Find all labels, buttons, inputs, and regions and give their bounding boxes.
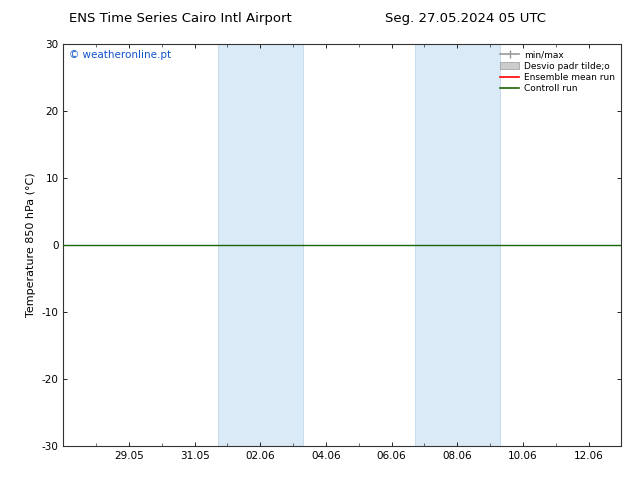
Text: © weatheronline.pt: © weatheronline.pt xyxy=(69,50,171,60)
Legend: min/max, Desvio padr tilde;o, Ensemble mean run, Controll run: min/max, Desvio padr tilde;o, Ensemble m… xyxy=(498,49,617,95)
Y-axis label: Temperature 850 hPa (°C): Temperature 850 hPa (°C) xyxy=(26,172,36,318)
Text: ENS Time Series Cairo Intl Airport: ENS Time Series Cairo Intl Airport xyxy=(69,12,292,25)
Bar xyxy=(415,44,500,446)
Bar xyxy=(217,44,303,446)
Text: Seg. 27.05.2024 05 UTC: Seg. 27.05.2024 05 UTC xyxy=(385,12,547,25)
